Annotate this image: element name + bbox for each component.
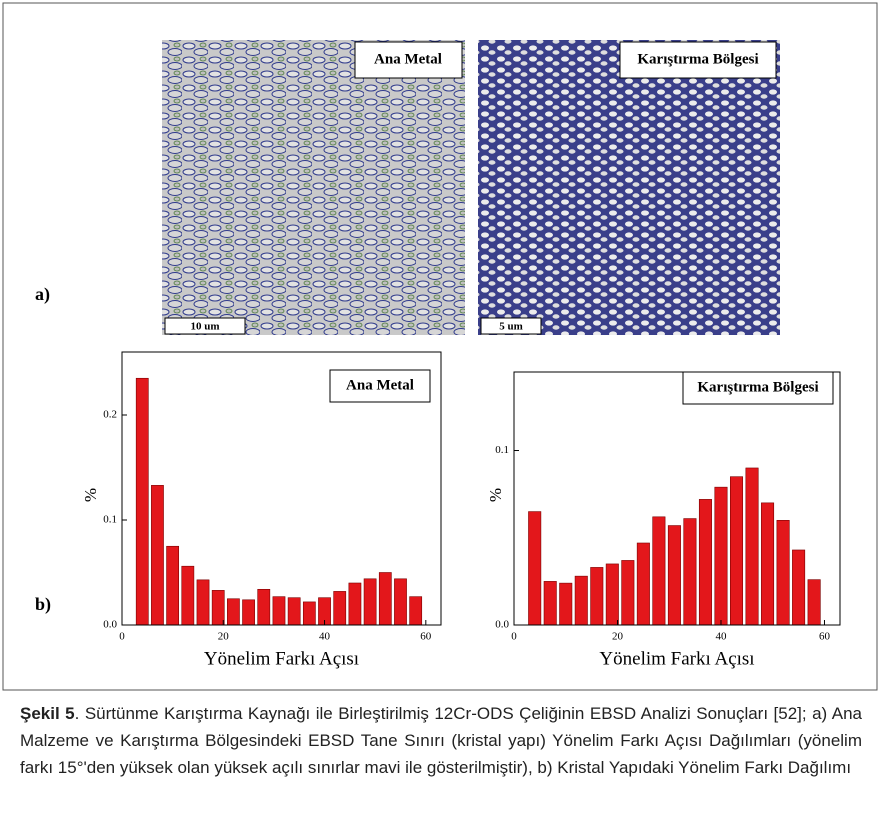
bar [196,579,210,626]
bar [409,596,423,626]
x-tick-label: 0 [511,631,517,643]
bar [543,581,557,626]
bar [528,511,542,626]
micrograph [162,40,465,335]
scale-label: 5 um [499,321,523,333]
bar [211,590,225,626]
plot-frame [121,351,442,626]
caption-text: . Sürtünme Karıştırma Kaynağı ile Birleş… [20,704,862,777]
bar [714,486,728,626]
x-tick-label: 40 [715,631,727,643]
bar [287,597,301,626]
figure-frame [2,2,878,691]
x-tick-label: 60 [420,631,432,643]
annotation: Karıştırma Bölgesi [697,379,818,395]
x-tick-label: 40 [319,631,331,643]
panel-label: a) [35,284,50,305]
caption-label: Şekil 5 [20,704,75,723]
annotation: Ana Metal [346,377,414,393]
bar [729,476,744,626]
x-tick-label: 20 [612,631,624,643]
y-tick-label: 0.2 [103,409,117,421]
bar [227,598,240,626]
annotation-box [329,369,431,403]
bar [242,599,255,626]
x-tick-label: 20 [218,631,230,643]
bar [348,582,362,626]
image-label-box [619,41,777,79]
bar [792,549,806,626]
plot-frame [513,371,841,626]
bar [807,579,821,626]
y-tick-label: 0.0 [103,619,117,631]
bar [181,565,195,626]
bar [574,575,588,626]
y-tick-label: 0.1 [495,444,509,456]
bar [636,542,650,626]
bar [605,563,619,626]
bar [745,467,759,626]
x-tick-label: 60 [819,631,831,643]
figure: Ana Metal Karıştırma Bölgesi 10 um 5 um … [2,2,878,691]
bar [698,499,712,626]
bar [135,377,149,626]
bar [272,596,286,626]
bar [667,525,681,626]
micrograph [478,40,780,335]
bar [621,560,635,626]
y-axis-label: % [486,488,505,502]
caption: Şekil 5. Sürtünme Karıştırma Kaynağı ile… [20,700,862,781]
panel-label: b) [35,594,51,615]
scale-label: 10 um [190,321,219,333]
bar [257,588,271,626]
annotation-box [682,371,834,405]
x-tick-label: 0 [119,631,125,643]
bar [761,502,775,626]
x-axis-label: Yönelim Farkı Açısı [599,648,754,669]
bar [363,578,377,626]
scale-bar [480,317,542,335]
image-label-box [354,41,463,79]
x-axis-label: Yönelim Farkı Açısı [204,648,359,669]
bar [378,572,392,626]
bar [776,520,790,626]
bar [394,578,407,626]
bar [333,591,347,626]
y-tick-label: 0.1 [103,514,117,526]
y-tick-label: 0.0 [495,619,509,631]
scale-bar [164,317,246,335]
bar [683,518,697,626]
bar [151,485,164,626]
bar [166,545,180,626]
bar [302,601,316,626]
image-label: Ana Metal [374,51,442,67]
bar [559,582,573,626]
y-axis-label: % [81,488,100,502]
bar [590,567,604,626]
image-label: Karıştırma Bölgesi [637,51,758,67]
bar [652,516,666,626]
